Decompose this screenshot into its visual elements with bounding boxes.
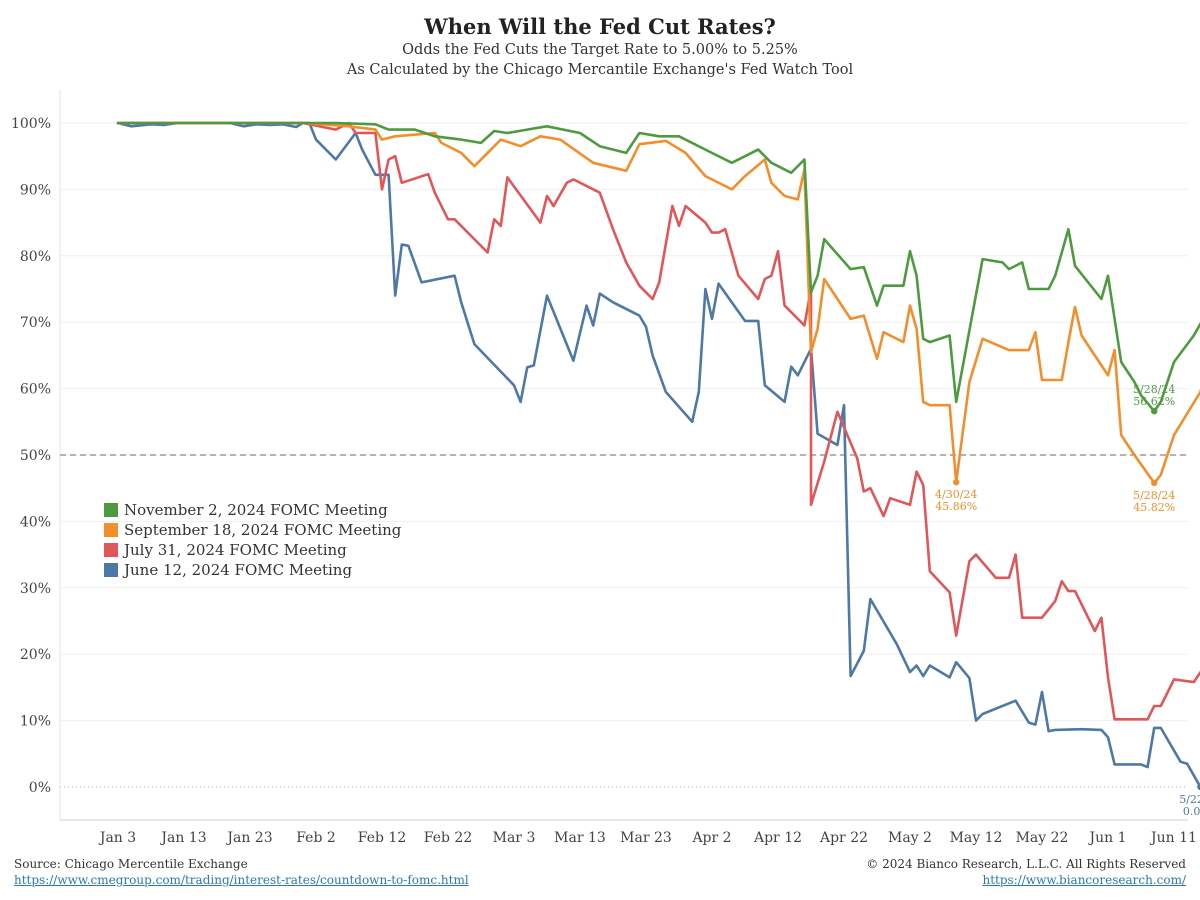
series-line-2 — [116, 121, 1200, 721]
x-tick-label: Feb 2 — [296, 830, 336, 846]
annotation-value: 0.00% — [1183, 805, 1200, 818]
source-link[interactable]: https://www.cmegroup.com/trading/interes… — [14, 873, 469, 887]
legend-swatch — [104, 563, 118, 577]
annotation-date: 5/28/24 — [1133, 489, 1175, 502]
y-tick-label: 90% — [20, 182, 51, 198]
annotation-marker — [953, 479, 960, 486]
y-tick-label: 40% — [20, 514, 51, 530]
y-tick-label: 20% — [20, 647, 51, 663]
annotation-value: 56.62% — [1133, 395, 1175, 408]
annotation-marker — [1151, 479, 1158, 487]
x-tick-label: May 22 — [1016, 830, 1069, 846]
x-tick-label: Jun 11 — [1149, 830, 1197, 846]
y-tick-label: 30% — [20, 581, 51, 597]
legend-label: July 31, 2024 FOMC Meeting — [122, 541, 347, 559]
site-link[interactable]: https://www.biancoresearch.com/ — [982, 873, 1186, 887]
x-tick-label: Feb 12 — [358, 830, 406, 846]
y-tick-label: 0% — [29, 780, 51, 796]
x-tick-label: Jan 13 — [159, 830, 206, 846]
y-tick-label: 10% — [20, 714, 51, 730]
annotation-value: 45.86% — [935, 500, 977, 513]
legend-label: November 2, 2024 FOMC Meeting — [124, 501, 388, 519]
series-line-1 — [116, 121, 1200, 485]
legend-label: September 18, 2024 FOMC Meeting — [124, 521, 402, 539]
y-tick-label: 70% — [20, 315, 51, 331]
x-tick-label: Apr 22 — [819, 830, 868, 846]
y-tick-label: 100% — [11, 116, 51, 132]
chart-subtitle-1: Odds the Fed Cuts the Target Rate to 5.0… — [402, 42, 798, 58]
series-line-3 — [116, 121, 1200, 789]
x-tick-label: Mar 3 — [493, 830, 536, 846]
annotation-date: 5/22/24 — [1179, 793, 1200, 806]
x-tick-label: May 2 — [888, 830, 932, 846]
legend-swatch — [104, 543, 118, 557]
legend-label: June 12, 2024 FOMC Meeting — [122, 561, 352, 579]
x-tick-label: Jan 3 — [98, 830, 136, 846]
y-tick-label: 60% — [20, 382, 51, 398]
y-tick-label: 80% — [20, 249, 51, 265]
x-tick-label: May 12 — [950, 830, 1003, 846]
annotation-date: 5/28/24 — [1133, 383, 1175, 396]
x-tick-label: Feb 22 — [424, 830, 472, 846]
x-tick-label: Apr 12 — [753, 830, 802, 846]
x-tick-label: Jun 1 — [1087, 830, 1126, 846]
y-tick-label: 50% — [20, 448, 51, 464]
annotation-marker — [1151, 407, 1158, 415]
legend-swatch — [104, 503, 118, 517]
x-tick-label: Mar 13 — [554, 830, 606, 846]
annotation-value: 45.82% — [1133, 501, 1175, 514]
chart-subtitle-2: As Calculated by the Chicago Mercantile … — [346, 62, 854, 78]
chart-title: When Will the Fed Cut Rates? — [424, 14, 776, 39]
copyright-text: © 2024 Bianco Research, L.L.C. All Right… — [866, 857, 1186, 871]
source-text: Source: Chicago Mercentile Exchange — [14, 857, 248, 871]
annotation-marker — [1197, 783, 1200, 791]
legend-swatch — [104, 523, 118, 537]
annotation-date: 4/30/24 — [935, 488, 977, 501]
x-tick-label: Jan 23 — [225, 830, 272, 846]
series-line-0 — [116, 121, 1200, 413]
x-tick-label: Mar 23 — [620, 830, 672, 846]
x-tick-label: Apr 2 — [691, 830, 731, 846]
